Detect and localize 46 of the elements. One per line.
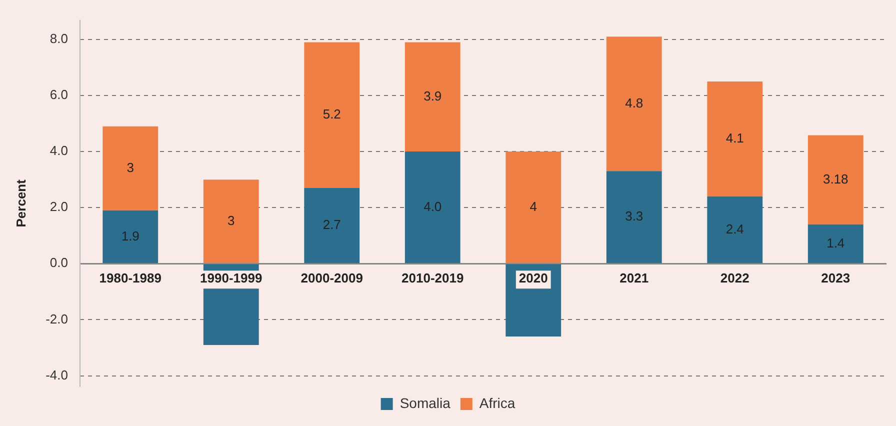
x-tick-label: 2021: [620, 270, 649, 286]
data-label: 4.8: [625, 95, 644, 110]
y-tick-label: 6.0: [50, 87, 68, 102]
y-tick-label: 4.0: [50, 143, 68, 158]
y-tick-label: 8.0: [50, 31, 68, 46]
data-label: 2.7: [322, 217, 341, 232]
bar: [707, 81, 763, 196]
bar: [506, 152, 562, 264]
data-label: 4.1: [726, 130, 744, 146]
y-tick-label: 2.0: [50, 199, 68, 214]
bar: [404, 152, 460, 264]
legend-label: Africa: [479, 394, 516, 411]
y-tick-label: 0.0: [50, 255, 68, 270]
data-label: 3.9: [424, 88, 442, 104]
data-label: 1.4: [826, 235, 845, 250]
legend-label: Somalia: [400, 394, 451, 411]
data-label: 2.4: [726, 221, 744, 236]
data-label: 4.0: [424, 198, 442, 214]
bar: [707, 196, 763, 264]
bar: [606, 36, 662, 172]
data-label: 4: [530, 198, 537, 214]
bar: [203, 180, 259, 264]
bar: [808, 135, 864, 224]
data-label: 3.3: [625, 208, 644, 224]
data-label: 5.2: [322, 106, 341, 122]
x-tick-label: 1980-1989: [99, 270, 162, 286]
y-tick-label: -2.0: [46, 311, 68, 326]
x-tick-label: 2023: [821, 270, 850, 286]
bar: [404, 42, 460, 152]
bar: [102, 210, 158, 264]
x-tick-label: 2000-2009: [300, 270, 363, 286]
x-tick-label: 2022: [720, 270, 750, 286]
data-label: 1.9: [121, 228, 140, 244]
bar: [808, 224, 864, 264]
data-label: 3: [126, 160, 134, 175]
x-tick-label: 2010-2019: [402, 270, 464, 286]
bar: [304, 188, 360, 264]
data-label: 3.18: [822, 171, 848, 186]
bar: [102, 126, 158, 210]
y-axis-title: Percent: [13, 178, 28, 228]
data-label: 3: [228, 212, 235, 228]
bar: [304, 42, 360, 188]
y-tick-label: -4.0: [46, 367, 68, 382]
x-tick-label: 2020: [518, 270, 548, 286]
bar: [606, 171, 662, 264]
x-tick-label: 1990-1999: [200, 270, 262, 286]
